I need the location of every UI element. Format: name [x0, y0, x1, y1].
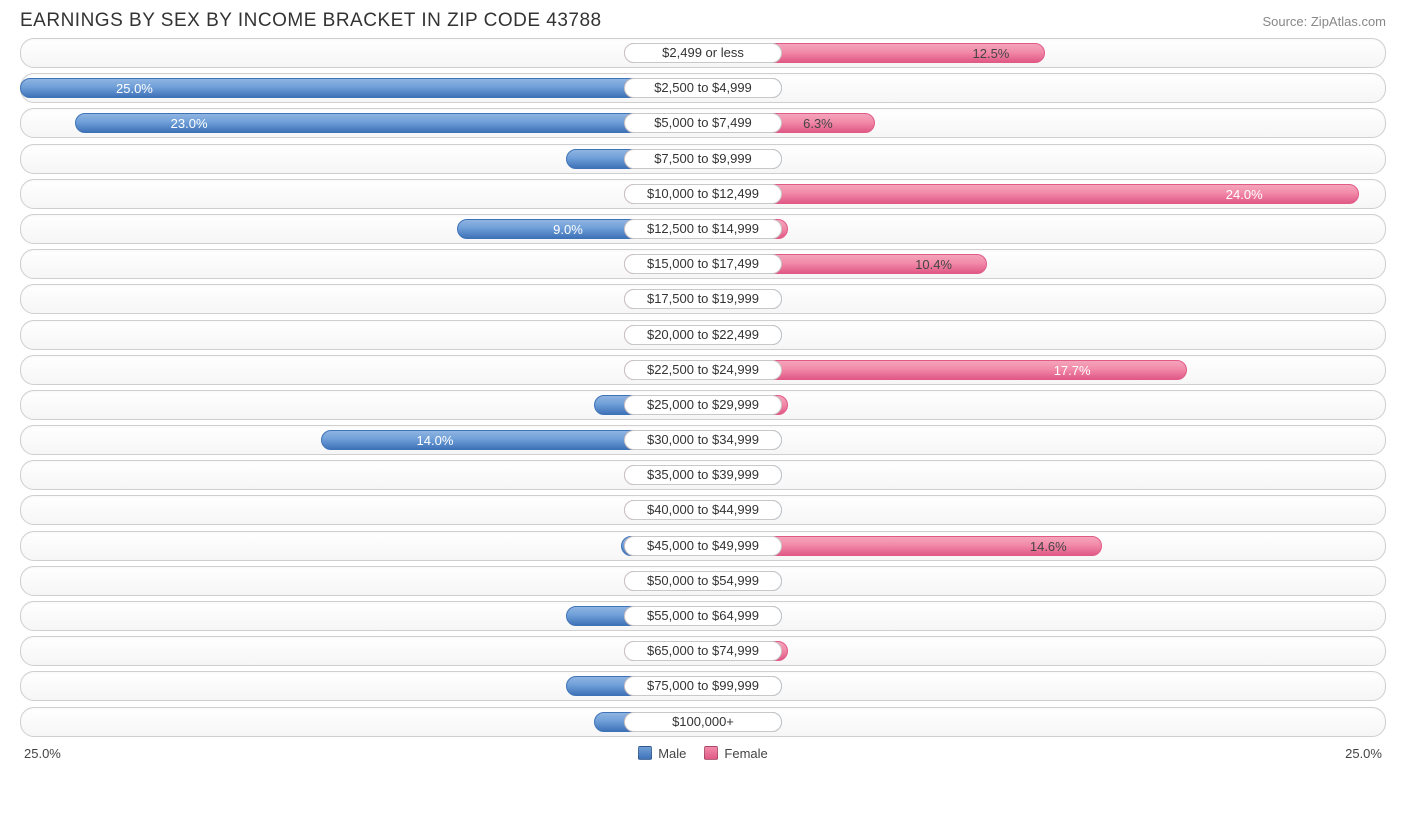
chart-row: $75,000 to $99,9995.0%0.0% — [20, 671, 1386, 701]
bracket-label: $2,499 or less — [624, 43, 782, 63]
chart-row: $65,000 to $74,9991.0%3.1% — [20, 636, 1386, 666]
legend: Male Female — [638, 746, 768, 761]
chart-row: $12,500 to $14,9999.0%3.1% — [20, 214, 1386, 244]
bracket-label: $35,000 to $39,999 — [624, 465, 782, 485]
chart-row: $35,000 to $39,9990.0%0.0% — [20, 460, 1386, 490]
bracket-label: $45,000 to $49,999 — [624, 536, 782, 556]
chart-row: $5,000 to $7,49923.0%6.3% — [20, 108, 1386, 138]
bracket-label: $22,500 to $24,999 — [624, 360, 782, 380]
chart-row: $20,000 to $22,4990.0%0.0% — [20, 320, 1386, 350]
chart-title: EARNINGS BY SEX BY INCOME BRACKET IN ZIP… — [20, 10, 602, 32]
chart-row: $7,500 to $9,9995.0%1.0% — [20, 144, 1386, 174]
bracket-label: $75,000 to $99,999 — [624, 676, 782, 696]
female-swatch-icon — [704, 746, 718, 760]
axis-max-left: 25.0% — [24, 746, 61, 761]
chart-row: $15,000 to $17,4990.0%10.4% — [20, 249, 1386, 279]
chart-area: $2,499 or less1.0%12.5% $2,500 to $4,9992… — [0, 38, 1406, 737]
chart-row: $40,000 to $44,9990.0%2.1% — [20, 495, 1386, 525]
bracket-label: $5,000 to $7,499 — [624, 113, 782, 133]
legend-item-female: Female — [704, 746, 767, 761]
source-attribution: Source: ZipAtlas.com — [1262, 14, 1386, 29]
bracket-label: $65,000 to $74,999 — [624, 641, 782, 661]
bracket-label: $10,000 to $12,499 — [624, 184, 782, 204]
bracket-label: $25,000 to $29,999 — [624, 395, 782, 415]
female-percent-label: 12.5% — [973, 39, 1010, 69]
bracket-label: $17,500 to $19,999 — [624, 289, 782, 309]
legend-item-male: Male — [638, 746, 686, 761]
bracket-label: $55,000 to $64,999 — [624, 606, 782, 626]
bracket-label: $100,000+ — [624, 712, 782, 732]
legend-female-label: Female — [724, 746, 767, 761]
chart-row: $2,499 or less1.0%12.5% — [20, 38, 1386, 68]
header: EARNINGS BY SEX BY INCOME BRACKET IN ZIP… — [0, 0, 1406, 38]
chart-row: $50,000 to $54,9990.0%0.0% — [20, 566, 1386, 596]
chart-row: $55,000 to $64,9995.0%0.0% — [20, 601, 1386, 631]
female-percent-label: 10.4% — [915, 250, 952, 280]
chart-row: $2,500 to $4,99925.0%0.0% — [20, 73, 1386, 103]
chart-row: $100,000+4.0%0.0% — [20, 707, 1386, 737]
bracket-label: $2,500 to $4,999 — [624, 78, 782, 98]
female-percent-label: 14.6% — [1030, 532, 1067, 562]
bracket-label: $7,500 to $9,999 — [624, 149, 782, 169]
bracket-label: $40,000 to $44,999 — [624, 500, 782, 520]
axis-max-right: 25.0% — [1345, 746, 1382, 761]
female-percent-label: 6.3% — [803, 109, 833, 139]
male-swatch-icon — [638, 746, 652, 760]
chart-row: $30,000 to $34,99914.0%2.1% — [20, 425, 1386, 455]
bracket-label: $20,000 to $22,499 — [624, 325, 782, 345]
bracket-label: $50,000 to $54,999 — [624, 571, 782, 591]
chart-row: $22,500 to $24,9991.0%17.7% — [20, 355, 1386, 385]
chart-row: $17,500 to $19,9990.0%0.0% — [20, 284, 1386, 314]
bracket-label: $30,000 to $34,999 — [624, 430, 782, 450]
bracket-label: $15,000 to $17,499 — [624, 254, 782, 274]
chart-row: $25,000 to $29,9994.0%3.1% — [20, 390, 1386, 420]
legend-male-label: Male — [658, 746, 686, 761]
chart-row: $45,000 to $49,9993.0%14.6% — [20, 531, 1386, 561]
chart-row: $10,000 to $12,4990.0%24.0% — [20, 179, 1386, 209]
footer: 25.0% Male Female 25.0% — [0, 742, 1406, 761]
bracket-label: $12,500 to $14,999 — [624, 219, 782, 239]
